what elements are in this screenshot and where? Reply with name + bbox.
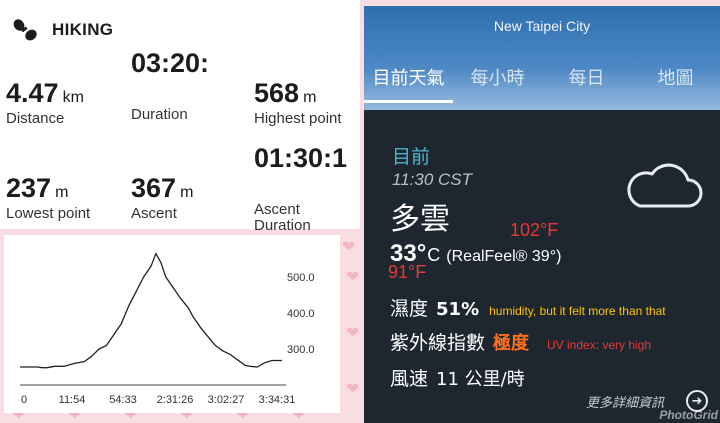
elevation-series-line (20, 252, 282, 369)
stat-lowest-point: 237 m Lowest point (6, 175, 90, 222)
distance-unit: km (62, 89, 84, 106)
distance-label: Distance (6, 110, 65, 127)
heart-icon: ❤ (346, 381, 360, 398)
humidity-annotation: humidity, but it felt more than that (489, 304, 666, 318)
wind-value: 11 公里/時 (436, 369, 525, 390)
stat-highest-point: 568 m Highest point (254, 80, 342, 127)
highest-unit: m (303, 89, 317, 106)
lowest-label: Lowest point (6, 205, 91, 222)
photogrid-watermark: PhotoGrid (659, 408, 718, 422)
uv-row: 紫外線指數 極度 UV index: very high (390, 328, 651, 355)
fahrenheit-annotation-high: 102°F (510, 220, 559, 240)
elevation-chart-svg: 500.0 400.0 300.0 0 11:54 54:33 2:31:26 3:02:27… (20, 252, 315, 406)
tab-current[interactable]: 目前天氣 (364, 64, 453, 103)
temperature-unit: C (427, 245, 441, 265)
more-details-link[interactable]: 更多詳細資訊 (586, 396, 665, 411)
y-tick-label: 500.0 (287, 272, 315, 284)
weather-tabs: 目前天氣 每小時 每日 地圖 (364, 64, 720, 103)
weather-header: New Taipei City 目前天氣 每小時 每日 地圖 (364, 6, 720, 110)
y-tick-label: 300.0 (287, 344, 315, 356)
x-tick-label: 54:33 (109, 394, 137, 406)
tab-map[interactable]: 地圖 (657, 68, 694, 89)
stat-distance: 4.47 km Distance (6, 80, 84, 127)
stat-ascent: 367 m Ascent (131, 175, 193, 222)
city-name: New Taipei City (493, 18, 591, 34)
observation-time: 11:30 CST (392, 170, 473, 189)
humidity-label: 濕度 (390, 298, 429, 320)
lowest-value: 237 (6, 173, 52, 203)
lowest-unit: m (55, 184, 69, 201)
duration-label: Duration (131, 106, 188, 123)
elevation-chart: 500.0 400.0 300.0 0 11:54 54:33 2:31:26 3:02:27… (4, 235, 340, 413)
uv-value: 極度 (493, 333, 530, 354)
x-tick-label: 0 (21, 394, 27, 406)
hiking-stats-panel: HIKING 4.47 km Distance 03:20: Duration 5… (0, 0, 360, 234)
duration-value: 03:20: (131, 48, 210, 78)
wind-label: 風速 (390, 368, 429, 390)
tab-daily[interactable]: 每日 (568, 68, 605, 89)
ascent-value: 367 (131, 173, 177, 203)
ascent-label: Ascent (131, 205, 177, 222)
weather-panel: New Taipei City 目前天氣 每小時 每日 地圖 目前 11:30 … (364, 6, 720, 423)
x-tick-label: 3:02:27 (208, 394, 245, 406)
y-tick-label: 400.0 (287, 308, 315, 320)
current-label: 目前 (392, 146, 431, 168)
cloud-icon (627, 163, 703, 208)
uv-label: 紫外線指數 (390, 332, 486, 354)
uv-annotation: UV index: very high (547, 338, 652, 352)
activity-header: HIKING (12, 18, 113, 42)
heart-icon: ❤ (346, 325, 360, 342)
temperature-value: 33° (390, 240, 427, 267)
x-tick-label: 2:31:26 (157, 394, 194, 406)
heart-icon: ❤ (346, 269, 360, 286)
stat-ascent-duration: 01:30:1 Ascent Duration (254, 145, 354, 234)
highest-value: 568 (254, 78, 300, 108)
ascent-duration-label: Ascent Duration (254, 201, 311, 234)
wind-row: 風速 11 公里/時 (390, 364, 525, 391)
highest-label: Highest point (254, 110, 342, 127)
arrow-right-icon[interactable]: ➜ (686, 390, 708, 412)
humidity-row: 濕度 51% humidity, but it felt more than t… (390, 294, 666, 321)
shoe-print-icon (13, 19, 37, 41)
x-tick-label: 3:34:31 (259, 394, 296, 406)
stat-duration: 03:20: Duration (131, 50, 209, 123)
fahrenheit-annotation-now: 91°F (388, 262, 427, 282)
activity-title: HIKING (52, 20, 114, 39)
ascent-duration-value: 01:30:1 (254, 143, 348, 173)
sky-background (364, 70, 720, 110)
realfeel-value: (RealFeel® 39°) (446, 248, 562, 265)
tab-hourly[interactable]: 每小時 (470, 68, 525, 89)
weather-condition: 多雲 (390, 202, 450, 237)
current-weather-card: 目前 11:30 CST 多雲 102°F 33° C (RealFeel® 3… (364, 110, 720, 423)
humidity-value: 51% (436, 299, 480, 320)
distance-value: 4.47 (6, 78, 59, 108)
x-tick-label: 11:54 (59, 394, 86, 406)
ascent-unit: m (180, 184, 194, 201)
temperature-row: 33° C (RealFeel® 39°) (390, 240, 561, 268)
heart-icon: ❤ (342, 239, 356, 256)
